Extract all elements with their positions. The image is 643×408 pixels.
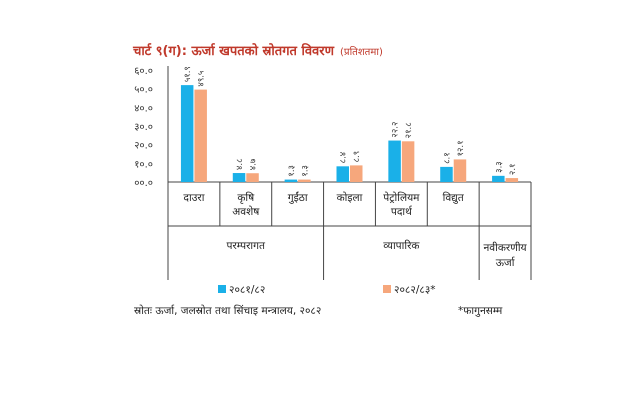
data-label: ४.७ <box>249 158 259 170</box>
footnote: *फागुनसम्म <box>458 305 503 317</box>
data-label: २२.२ <box>391 122 401 138</box>
data-label: ८.४ <box>339 152 349 164</box>
legend-label: २०८१/८२ <box>229 284 265 296</box>
y-tick-label: ४०.० <box>134 103 153 114</box>
labels-layer: दाउरा कृषिअवशेष गुईंठा कोइला पेट्रोलियमपदार्… <box>183 66 527 269</box>
bar <box>284 179 298 182</box>
bar <box>232 173 246 182</box>
legend: २०८१/८२ २०८२/८३* <box>218 284 436 296</box>
category-label: अवशेष <box>232 205 260 218</box>
y-tick-label: २०.० <box>134 141 153 152</box>
category-label: विद्युत <box>443 191 465 204</box>
category-label: दाउरा <box>183 192 204 204</box>
y-tick-label: ६०.० <box>134 66 153 77</box>
data-label: २१.८ <box>404 122 414 138</box>
bar <box>505 178 519 182</box>
bar <box>180 85 194 182</box>
category-label: कोइला <box>337 191 363 204</box>
y-tick-label: ५०.० <box>134 85 153 96</box>
category-label: गुईंठा <box>288 191 308 204</box>
axis-layer: ६०.० ५०.० ४०.० ३०.० २०.० १०.० ००.० <box>134 66 532 280</box>
bar <box>194 89 207 182</box>
bar <box>401 141 415 182</box>
data-label: ५१.९ <box>183 66 193 82</box>
bar <box>350 165 363 182</box>
data-label: ४.८ <box>235 158 245 170</box>
data-label: ३.३ <box>494 161 504 173</box>
legend-swatch <box>383 285 391 293</box>
bar <box>298 179 311 182</box>
chart-subtitle: (प्रतिशतमा) <box>340 46 383 58</box>
data-label: ८.१ <box>442 152 452 164</box>
data-label: ४९.५ <box>197 71 207 87</box>
group-label: व्यापारिक <box>383 239 420 252</box>
bar <box>246 173 259 182</box>
chart-title: चार्ट ९(ग): ऊर्जा खपतको स्रोतगत विवरण <box>132 43 335 59</box>
data-label: १२.१ <box>456 140 466 156</box>
y-tick-label: ३०.० <box>134 122 153 133</box>
data-label: ८.९ <box>352 151 362 163</box>
y-tick-label: १०.० <box>134 159 153 170</box>
category-label: पदार्थ <box>391 205 413 218</box>
bars-layer <box>180 85 519 182</box>
bar <box>388 140 401 182</box>
group-label: परम्परागत <box>227 240 266 252</box>
category-label: कृषि <box>237 191 255 204</box>
bar <box>440 166 453 182</box>
legend-label: २०८२/८३* <box>394 284 436 296</box>
group-label: नवीकरणीय <box>483 241 527 254</box>
source-note: स्रोतः ऊर्जा, जलस्रोत तथा सिंचाइ मन्त्रा… <box>134 304 321 317</box>
y-tick-label: ००.० <box>134 178 153 189</box>
bar <box>453 159 467 182</box>
data-label: १.३ <box>287 165 297 177</box>
bar <box>492 175 505 182</box>
data-label: २.१ <box>508 164 518 176</box>
group-label: ऊर्जा <box>496 256 516 269</box>
legend-swatch <box>218 285 226 293</box>
data-label: १.३ <box>300 165 310 177</box>
category-label: पेट्रोलियम <box>383 191 420 204</box>
bar <box>336 166 349 182</box>
